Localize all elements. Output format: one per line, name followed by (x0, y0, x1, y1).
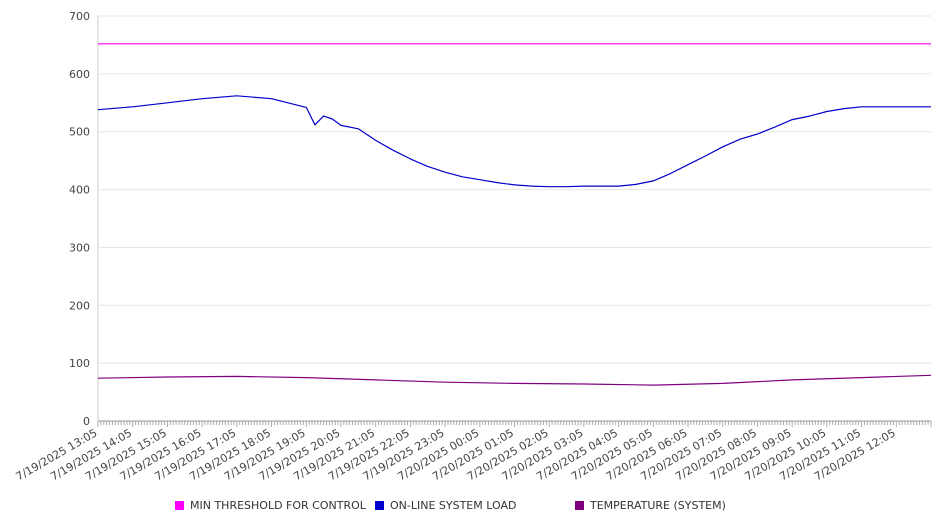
legend-label-min-threshold: MIN THRESHOLD FOR CONTROL (190, 498, 366, 512)
legend: MIN THRESHOLD FOR CONTROL ON-LINE SYSTEM… (0, 498, 946, 514)
y-tick-label: 400 (69, 184, 90, 197)
legend-swatch-system-load (375, 500, 384, 510)
legend-swatch-min-threshold (175, 500, 184, 510)
legend-label-system-load: ON-LINE SYSTEM LOAD (390, 498, 517, 512)
y-tick-label: 500 (69, 126, 90, 139)
legend-item-min-threshold[interactable]: MIN THRESHOLD FOR CONTROL (175, 498, 366, 512)
y-tick-label: 0 (83, 415, 90, 428)
series-line-temperature (97, 374, 932, 386)
legend-item-system-load[interactable]: ON-LINE SYSTEM LOAD (375, 498, 516, 512)
series-line-system-load (97, 95, 931, 188)
legend-swatch-temperature (575, 500, 584, 510)
y-tick-label: 200 (69, 299, 90, 312)
y-tick-label: 300 (69, 241, 90, 254)
y-tick-label: 600 (69, 68, 90, 81)
y-tick-label: 700 (69, 10, 90, 23)
y-tick-label: 100 (69, 357, 90, 370)
legend-item-temperature[interactable]: TEMPERATURE (SYSTEM) (575, 498, 726, 512)
legend-label-temperature: TEMPERATURE (SYSTEM) (590, 498, 726, 512)
